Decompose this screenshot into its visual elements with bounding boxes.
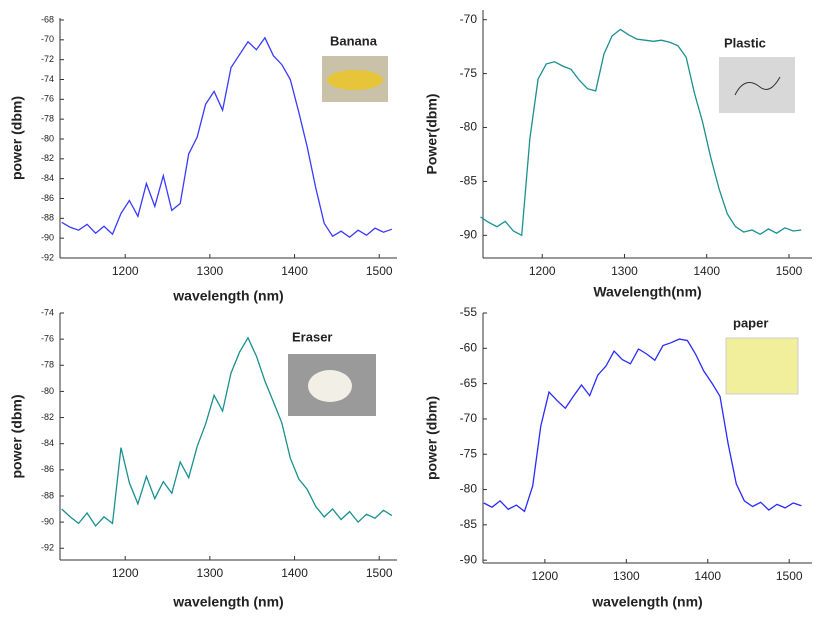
y-tick-label: -68: [41, 14, 54, 24]
y-tick-label: -80: [460, 120, 478, 134]
y-tick-label: -75: [460, 446, 478, 460]
x-tick-label: 1200: [112, 264, 139, 278]
x-tick-label: 1200: [532, 569, 559, 583]
y-tick-label: -85: [460, 174, 478, 188]
annotation: Banana: [330, 33, 378, 48]
y-tick-label: -76: [41, 334, 54, 344]
y-tick-label: -90: [41, 233, 54, 243]
x-axis-title: wavelength (nm): [591, 594, 702, 610]
y-tick-label: -60: [460, 340, 478, 354]
x-tick-label: 1300: [197, 264, 224, 278]
y-tick-label: -88: [41, 490, 54, 500]
annotation: Plastic: [724, 35, 766, 50]
y-tick-label: -75: [460, 66, 478, 80]
spectrum-line: [61, 336, 393, 528]
x-tick-label: 1400: [693, 264, 720, 278]
y-tick-label: -80: [41, 133, 54, 143]
x-tick-label: 1300: [613, 569, 640, 583]
y-tick-label: -76: [41, 94, 54, 104]
annotation: Eraser: [292, 329, 332, 344]
x-tick-label: 1500: [366, 566, 393, 580]
y-tick-label: -90: [460, 228, 478, 242]
x-tick-label: 1200: [529, 264, 556, 278]
x-tick-label: 1300: [611, 264, 638, 278]
spectrum-line: [480, 28, 802, 237]
y-tick-label: -82: [41, 412, 54, 422]
y-axis-title: Power(dbm): [424, 94, 440, 175]
y-tick-label: -70: [460, 411, 478, 425]
y-tick-label: -80: [41, 386, 54, 396]
photo-eraser-object: [308, 370, 352, 402]
photo-banana-fruit: [327, 70, 383, 90]
y-tick-label: -74: [41, 74, 54, 84]
y-tick-label: -80: [460, 482, 478, 496]
y-tick-label: -74: [41, 307, 54, 317]
x-tick-label: 1500: [776, 569, 803, 583]
y-tick-label: -78: [41, 360, 54, 370]
x-tick-label: 1500: [776, 264, 803, 278]
x-tick-label: 1400: [694, 569, 721, 583]
y-tick-label: -86: [41, 464, 54, 474]
x-tick-label: 1500: [366, 264, 393, 278]
y-tick-label: -65: [460, 376, 478, 390]
y-tick-label: -88: [41, 213, 54, 223]
y-tick-label: -78: [41, 114, 54, 124]
x-tick-label: 1300: [197, 566, 224, 580]
y-tick-label: -70: [460, 12, 478, 26]
photo-paper: [725, 337, 799, 395]
y-tick-label: -86: [41, 193, 54, 203]
y-tick-label: -84: [41, 438, 54, 448]
y-tick-label: -85: [460, 517, 478, 531]
y-tick-label: -55: [460, 305, 478, 319]
y-tick-label: -92: [41, 543, 54, 553]
x-axis-title: wavelength (nm): [172, 594, 283, 610]
spectrum-line: [483, 338, 802, 513]
y-tick-label: -90: [460, 552, 478, 566]
y-axis-title: power (dbm): [9, 96, 25, 180]
y-tick-label: -90: [41, 516, 54, 526]
y-tick-label: -84: [41, 173, 54, 183]
y-tick-label: -70: [41, 34, 54, 44]
y-tick-label: -72: [41, 54, 54, 64]
annotation: paper: [733, 315, 768, 330]
y-axis-title: power (dbm): [424, 396, 440, 480]
x-axis-title: wavelength (nm): [172, 288, 283, 304]
y-axis-title: power (dbm): [9, 395, 25, 479]
x-tick-label: 1200: [112, 566, 139, 580]
y-tick-label: -82: [41, 153, 54, 163]
x-axis-title: Wavelength(nm): [593, 284, 701, 300]
photo-plastic-cable: [734, 76, 781, 96]
x-tick-label: 1400: [281, 264, 308, 278]
spectrum-line: [61, 36, 393, 239]
y-tick-label: -92: [41, 252, 54, 262]
x-tick-label: 1400: [281, 566, 308, 580]
